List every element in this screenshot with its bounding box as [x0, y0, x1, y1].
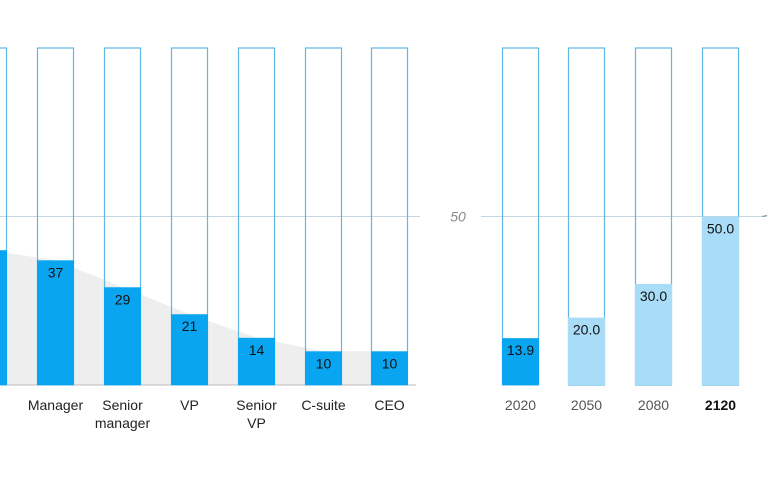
- data-label: 10: [316, 355, 332, 371]
- data-label: 14: [249, 342, 265, 358]
- bar: [502, 338, 539, 385]
- bar: [702, 216, 739, 385]
- bar: [171, 314, 208, 385]
- data-label: 21: [182, 318, 198, 334]
- category-label: 2020: [505, 397, 536, 413]
- category-label-line: VP: [180, 397, 199, 413]
- reference-label: 50: [450, 209, 466, 225]
- category-label-line: 2120: [705, 397, 736, 413]
- projection-chart: 13.9 2020 20.0 2050 30.0 2080 50.0 2120: [501, 47, 740, 413]
- bar-outline: [0, 47, 8, 386]
- category-label-line: CEO: [374, 397, 404, 413]
- data-label: 13.9: [507, 342, 534, 358]
- bar: [0, 250, 7, 385]
- category-label: Senior manager: [95, 397, 151, 431]
- category-label-line: VP: [247, 415, 266, 431]
- data-label: 10: [382, 355, 398, 371]
- bar: [305, 351, 342, 385]
- data-label: 29: [115, 291, 131, 307]
- pipeline-chart: …y…l37Manager29Seniormanager21VP14Senior…: [0, 47, 409, 431]
- bar: [104, 287, 141, 385]
- data-label: 50.0: [707, 221, 734, 237]
- category-label-line: Senior: [102, 397, 143, 413]
- category-label-line: 2080: [638, 397, 669, 413]
- category-label: 2080: [638, 397, 669, 413]
- category-label: Manager: [28, 397, 84, 413]
- reference-tick: [761, 215, 767, 217]
- bar: [238, 337, 275, 385]
- category-label: CEO: [374, 397, 404, 413]
- bar: [568, 317, 605, 385]
- category-label: VP: [180, 397, 199, 413]
- bar: [635, 283, 672, 385]
- data-label: 30.0: [640, 288, 667, 304]
- category-label-line: Senior: [236, 397, 277, 413]
- category-label: C-suite: [301, 397, 346, 413]
- category-label: Senior VP: [236, 397, 277, 431]
- data-label: 37: [48, 264, 64, 280]
- bar: [371, 351, 408, 385]
- bar: [37, 260, 74, 385]
- category-label-line: 2050: [571, 397, 602, 413]
- category-label-line: C-suite: [301, 397, 346, 413]
- category-label-line: Manager: [28, 397, 84, 413]
- data-label: 20.0: [573, 322, 600, 338]
- category-label: 2050: [571, 397, 602, 413]
- category-label: 2120: [705, 397, 736, 413]
- category-label-line: 2020: [505, 397, 536, 413]
- category-label-line: manager: [95, 415, 151, 431]
